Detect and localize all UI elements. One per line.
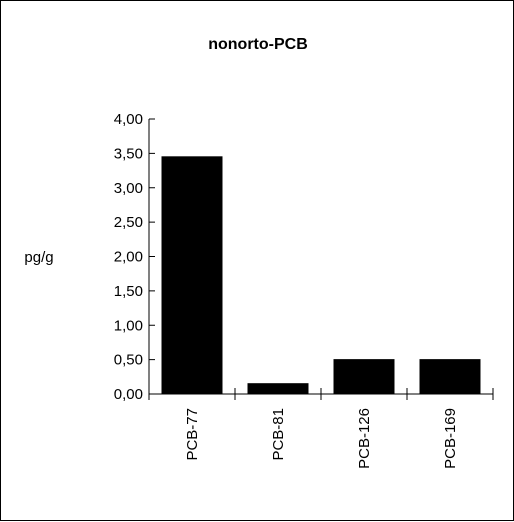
chart-title: nonorto-PCB <box>208 36 308 53</box>
x-tick-label: PCB-126 <box>356 408 373 469</box>
y-tick-label: 2,50 <box>114 214 143 231</box>
bar-pcb-81 <box>247 383 309 395</box>
y-axis-label: pg/g <box>24 249 53 266</box>
bar-pcb-169 <box>419 359 481 395</box>
y-tick-label: 2,00 <box>114 249 143 266</box>
y-tick-label: 3,00 <box>114 180 143 197</box>
x-tick-label: PCB-81 <box>270 408 287 461</box>
y-tick-label: 0,50 <box>114 352 143 369</box>
bars <box>161 156 481 395</box>
x-tick-label: PCB-77 <box>184 408 201 461</box>
x-tick-label: PCB-169 <box>442 408 459 469</box>
y-tick-label: 1,00 <box>114 317 143 334</box>
y-axis-ticks: 0,00 0,50 1,00 1,50 2,00 2,50 3,00 3,50 4,00 <box>114 111 155 403</box>
bar-pcb-77 <box>161 156 223 395</box>
y-tick-label: 1,50 <box>114 283 143 300</box>
y-tick-label: 0,00 <box>114 386 143 403</box>
x-axis-ticks <box>148 388 494 400</box>
y-tick-label: 3,50 <box>114 145 143 162</box>
bar-pcb-126 <box>333 359 395 395</box>
y-tick-label: 4,00 <box>114 111 143 128</box>
category-labels: PCB-77 PCB-81 PCB-126 PCB-169 <box>184 408 459 469</box>
